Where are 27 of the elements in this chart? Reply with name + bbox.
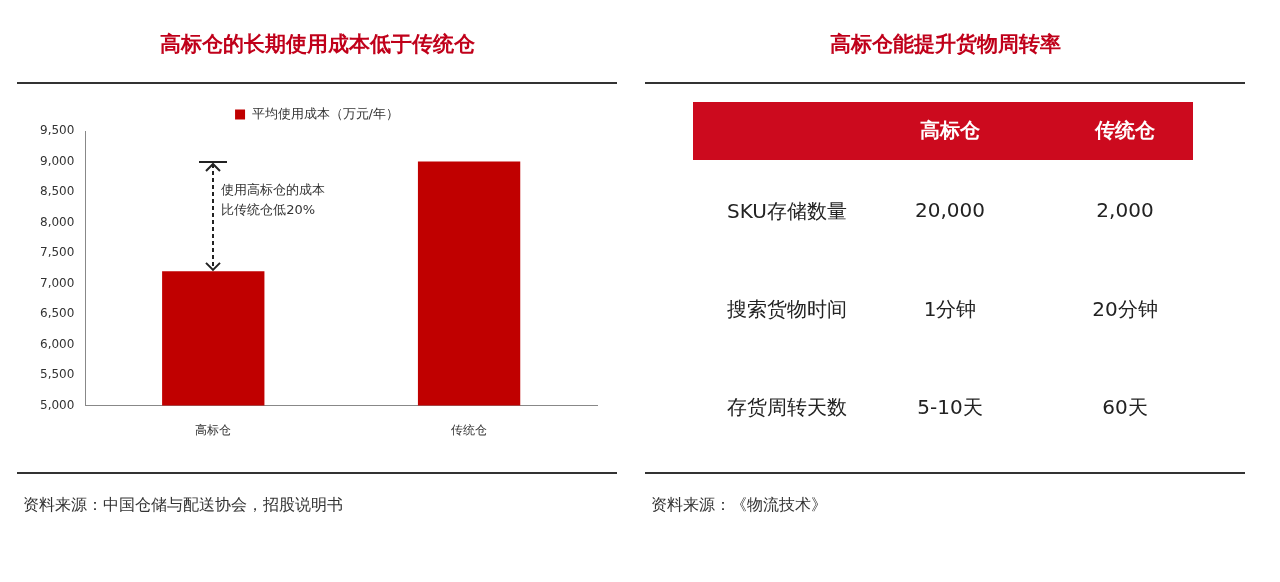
text: 资料来源：《物流技术》 [651,494,828,516]
category-label: SKU存储数量 [727,199,847,223]
text: 60天 [1102,395,1148,419]
y-tick-label: 5,500 [39,367,75,382]
category-label: 传统仓 [1094,117,1156,144]
y-tick-label: 6,500 [39,306,75,321]
y-tick-label: 6,000 [39,336,75,351]
y-tick-label: 7,500 [39,245,75,260]
category-label: 存货周转天数 [727,395,847,419]
y-tick-label: 9,000 [39,153,75,168]
y-tick-label: 8,000 [39,214,75,229]
text: 资料来源：中国仓储与配送协会，招股说明书 [23,494,344,516]
y-tick-label: 8,500 [39,184,75,199]
text: 2,000 [1096,198,1154,222]
annotation: 使用高标仓的成本比传统仓低20% [221,180,327,219]
y-tick-label: 7,000 [39,275,75,290]
y-tick-label: 5,000 [39,397,75,412]
chart-title: 高标仓的长期使用成本低于传统仓 [158,31,476,58]
text: 20分钟 [1092,297,1158,321]
category-label: 搜索货物时间 [727,297,847,321]
legend-label: 平均使用成本（万元/年） [251,105,399,121]
text: 1分钟 [923,297,977,321]
y-tick-label: 9,500 [39,123,75,138]
text: 高标仓能提升货物周转率 [828,31,1062,58]
text: 5-10天 [917,395,983,419]
category-label: 高标仓 [919,117,981,144]
text: 20,000 [915,198,985,222]
